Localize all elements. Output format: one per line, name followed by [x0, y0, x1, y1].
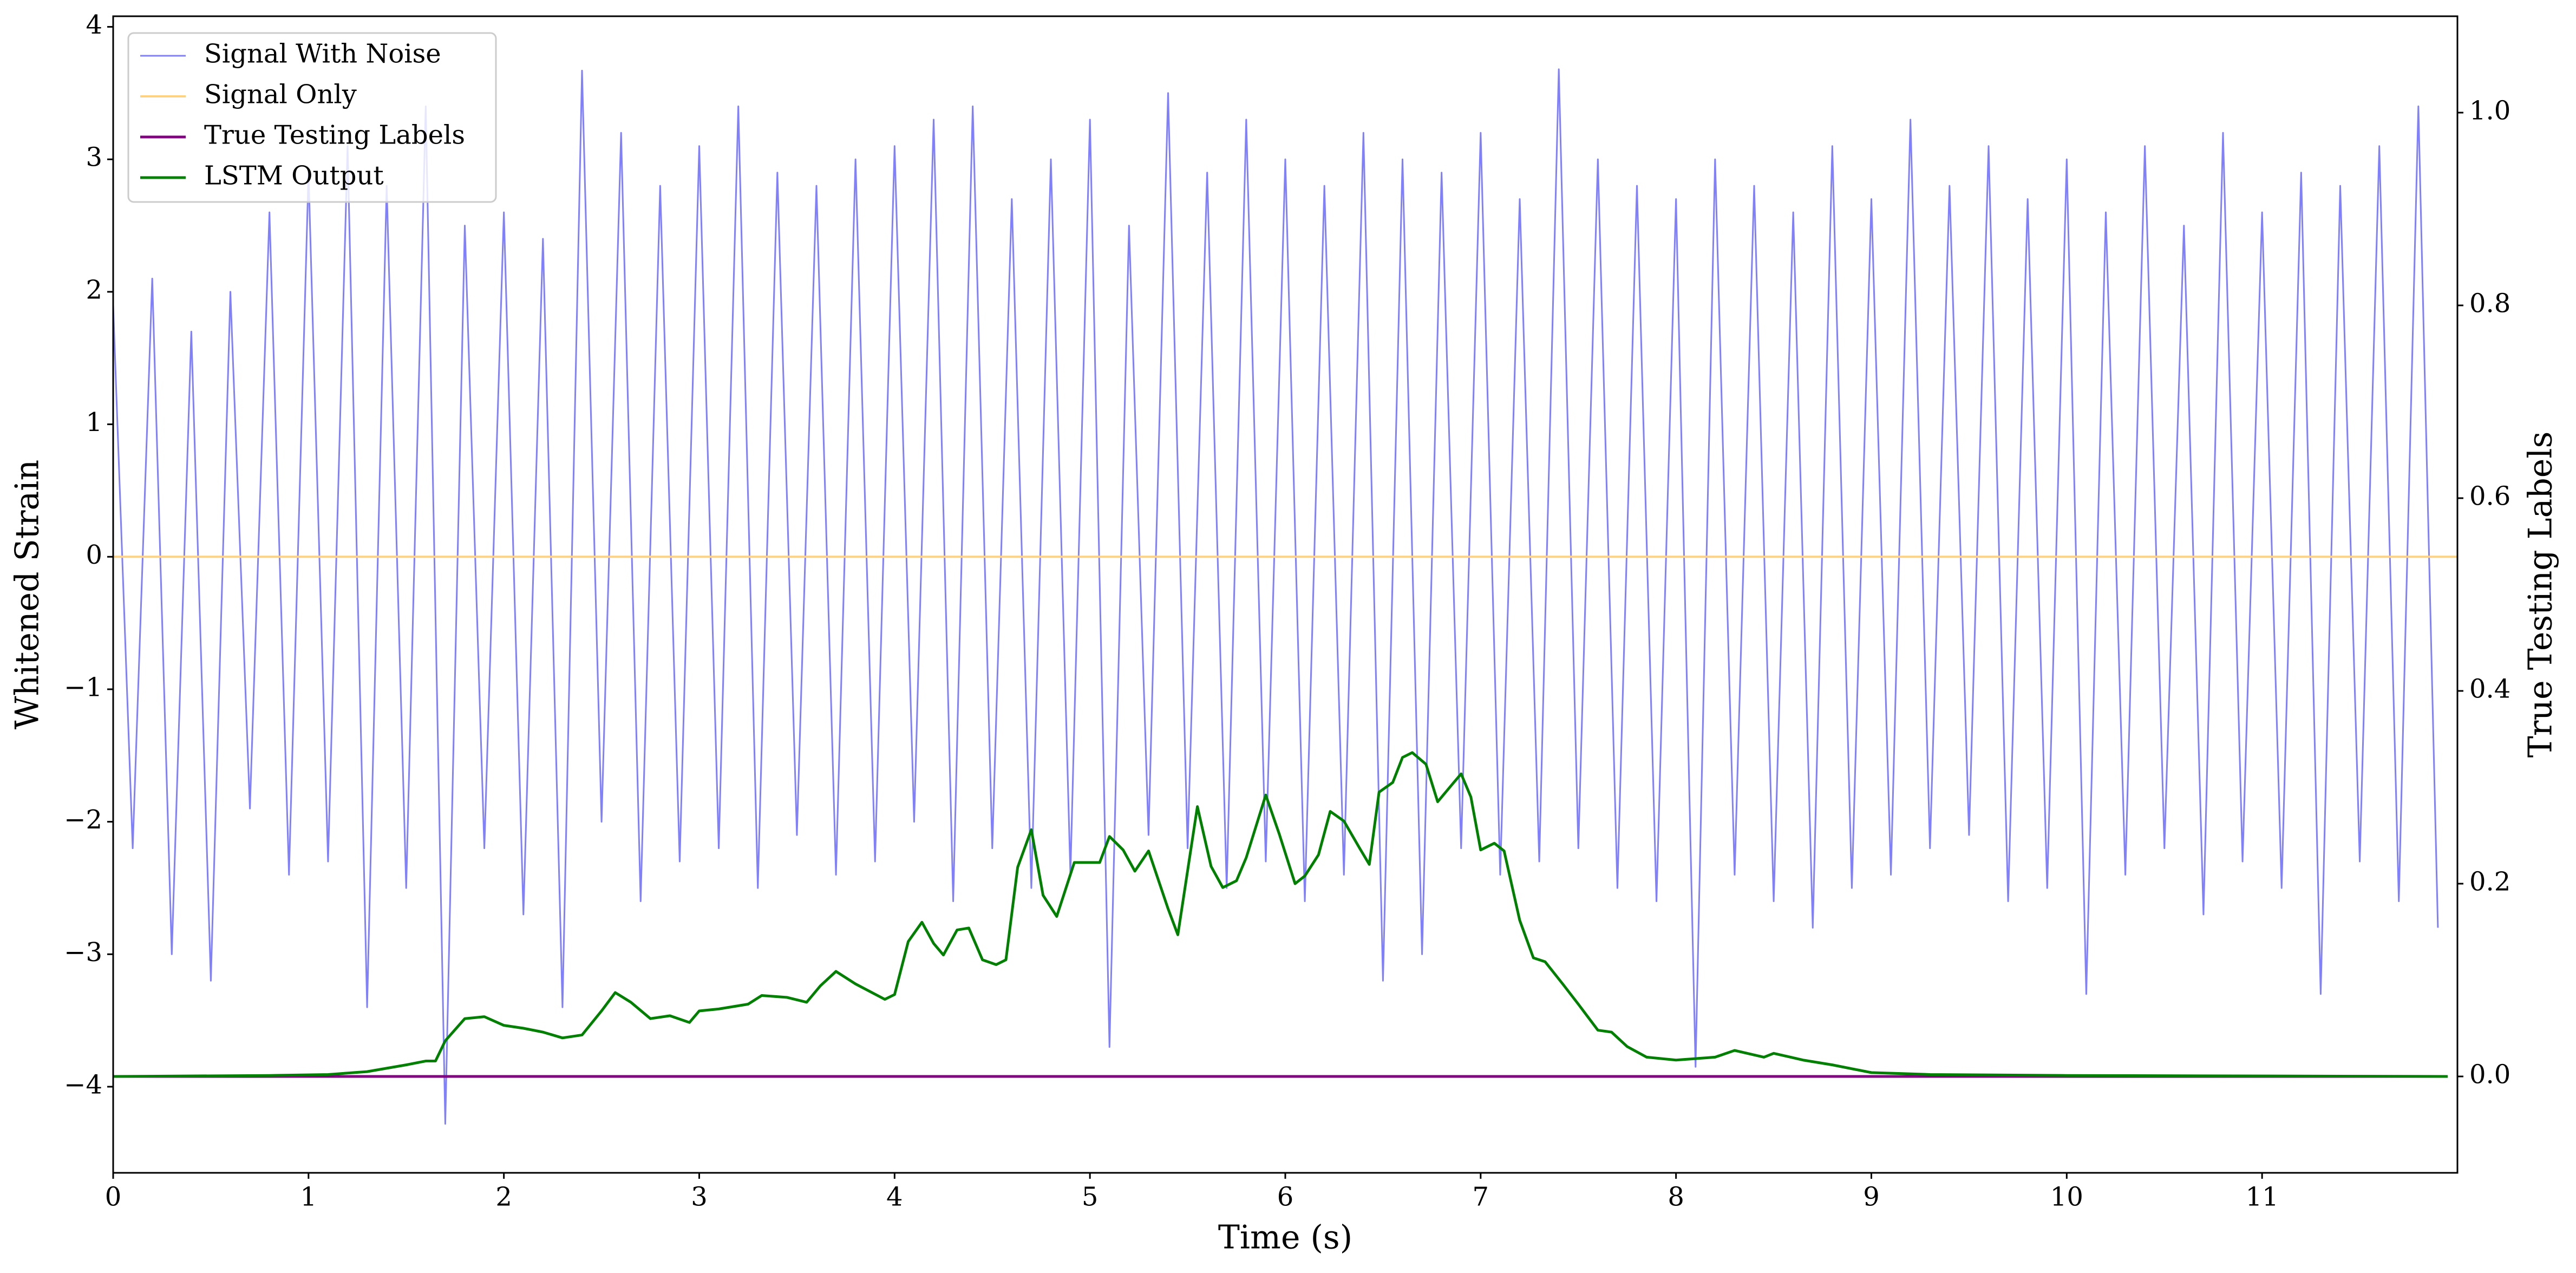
x-axis-label: Time (s) [1218, 1219, 1352, 1257]
y2-tick-label: 0.8 [2469, 289, 2510, 319]
y-tick-label: −2 [64, 805, 102, 835]
y2-tick-label: 1.0 [2469, 96, 2510, 126]
legend-label: Signal With Noise [204, 39, 441, 69]
y-axis-label: Whitened Strain [9, 460, 47, 729]
x-tick-label: 7 [1473, 1182, 1489, 1212]
legend-frame [127, 32, 497, 203]
y2-tick-label: 0.2 [2469, 867, 2510, 897]
x-tick-label: 4 [886, 1182, 903, 1212]
x-tick-label: 9 [1863, 1182, 1880, 1212]
x-tick-label: 11 [2246, 1182, 2279, 1212]
x-tick-label: 5 [1082, 1182, 1099, 1212]
y2-tick-label: 0.6 [2469, 481, 2510, 512]
x-tick-label: 2 [495, 1182, 512, 1212]
x-tick-label: 6 [1277, 1182, 1294, 1212]
x-tick-label: 8 [1668, 1182, 1684, 1212]
y-tick-label: −4 [64, 1069, 102, 1100]
y2-tick-label: 0.4 [2469, 674, 2510, 704]
legend: Signal With Noise Signal Only True Testing… [127, 32, 497, 203]
series-line [113, 68, 2439, 1125]
y-tick-label: −3 [64, 937, 102, 968]
x-tick-label: 1 [300, 1182, 317, 1212]
x-tick-label: 0 [105, 1182, 122, 1212]
y-tick-label: −1 [64, 672, 102, 702]
y-tick-label: 4 [86, 10, 102, 40]
y-tick-label: 2 [86, 275, 102, 305]
y-tick-label: 3 [86, 142, 102, 173]
legend-label: Signal Only [204, 80, 357, 110]
y-tick-label: 0 [86, 540, 102, 570]
legend-label: LSTM Output [204, 161, 384, 191]
y2-axis-label: True Testing Labels [2522, 432, 2560, 758]
series-line [113, 751, 2448, 1078]
x-tick-label: 3 [691, 1182, 708, 1212]
legend-label: True Testing Labels [204, 120, 465, 151]
x-tick-label: 10 [2050, 1182, 2083, 1212]
y-tick-label: 1 [86, 407, 102, 438]
plot-area [113, 68, 2457, 1125]
y2-tick-label: 0.0 [2469, 1060, 2510, 1090]
